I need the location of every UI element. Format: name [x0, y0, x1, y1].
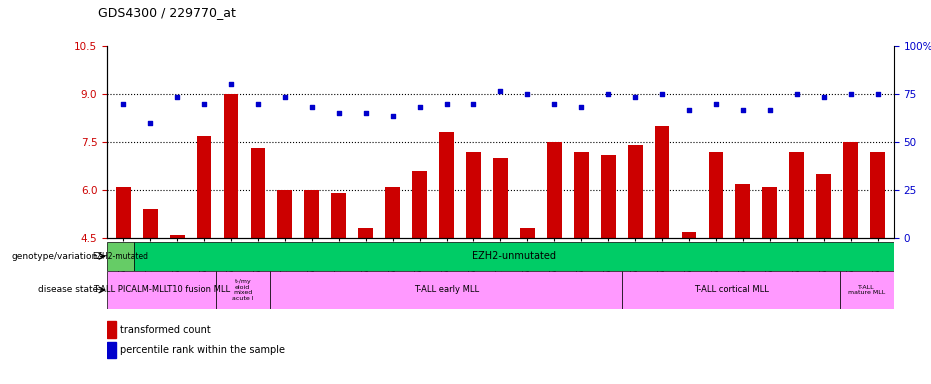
Bar: [358, 228, 373, 238]
Bar: [304, 190, 319, 238]
Point: [708, 101, 723, 107]
Point: [115, 101, 130, 107]
Text: disease state: disease state: [37, 285, 98, 295]
Bar: [681, 232, 696, 238]
Point: [681, 107, 696, 113]
Point: [439, 101, 454, 107]
Point: [358, 110, 373, 116]
Bar: [196, 136, 211, 238]
Text: EZH2-mutated: EZH2-mutated: [92, 252, 149, 261]
Point: [573, 104, 588, 110]
Point: [600, 91, 615, 97]
Bar: [223, 94, 238, 238]
Bar: [573, 152, 588, 238]
Bar: [843, 142, 858, 238]
Text: T-ALL
mature MLL: T-ALL mature MLL: [848, 285, 885, 295]
Bar: [142, 209, 157, 238]
Bar: [654, 126, 669, 238]
Text: transformed count: transformed count: [120, 325, 210, 335]
Point: [466, 101, 481, 107]
Bar: [216, 271, 270, 309]
Bar: [623, 271, 840, 309]
Point: [519, 91, 534, 97]
Point: [304, 104, 319, 110]
Bar: [439, 132, 454, 238]
Point: [250, 101, 265, 107]
Bar: [816, 174, 831, 238]
Bar: [870, 152, 885, 238]
Bar: [627, 145, 642, 238]
Bar: [493, 158, 507, 238]
Bar: [331, 193, 346, 238]
Bar: [107, 342, 116, 358]
Bar: [708, 152, 723, 238]
Point: [546, 101, 561, 107]
Text: T-ALL PICALM-MLLT10 fusion MLL: T-ALL PICALM-MLLT10 fusion MLL: [93, 285, 230, 295]
Bar: [107, 242, 134, 271]
Bar: [762, 187, 777, 238]
Point: [277, 94, 292, 100]
Bar: [385, 187, 400, 238]
Point: [223, 81, 238, 88]
Point: [735, 107, 750, 113]
Bar: [107, 321, 116, 338]
Point: [789, 91, 804, 97]
Bar: [250, 149, 265, 238]
Bar: [169, 235, 184, 238]
Bar: [546, 142, 561, 238]
Point: [169, 94, 184, 100]
Point: [142, 120, 157, 126]
Point: [816, 94, 831, 100]
Text: GDS4300 / 229770_at: GDS4300 / 229770_at: [98, 6, 236, 19]
Point: [385, 113, 400, 119]
Bar: [277, 190, 292, 238]
Text: t-/my
eloid
mixed
acute l: t-/my eloid mixed acute l: [232, 279, 253, 301]
Point: [843, 91, 858, 97]
Bar: [115, 187, 130, 238]
Text: percentile rank within the sample: percentile rank within the sample: [120, 346, 285, 356]
Point: [196, 101, 211, 107]
Bar: [270, 271, 623, 309]
Bar: [840, 271, 894, 309]
Bar: [519, 228, 534, 238]
Text: T-ALL cortical MLL: T-ALL cortical MLL: [694, 285, 768, 295]
Bar: [789, 152, 804, 238]
Bar: [107, 271, 216, 309]
Point: [654, 91, 669, 97]
Bar: [735, 184, 750, 238]
Point: [627, 94, 642, 100]
Bar: [600, 155, 615, 238]
Bar: [466, 152, 481, 238]
Point: [762, 107, 777, 113]
Point: [493, 88, 508, 94]
Text: EZH2-unmutated: EZH2-unmutated: [472, 251, 556, 262]
Point: [331, 110, 346, 116]
Text: genotype/variation: genotype/variation: [11, 252, 98, 261]
Text: T-ALL early MLL: T-ALL early MLL: [413, 285, 479, 295]
Point: [412, 104, 427, 110]
Bar: [412, 171, 427, 238]
Point: [870, 91, 885, 97]
